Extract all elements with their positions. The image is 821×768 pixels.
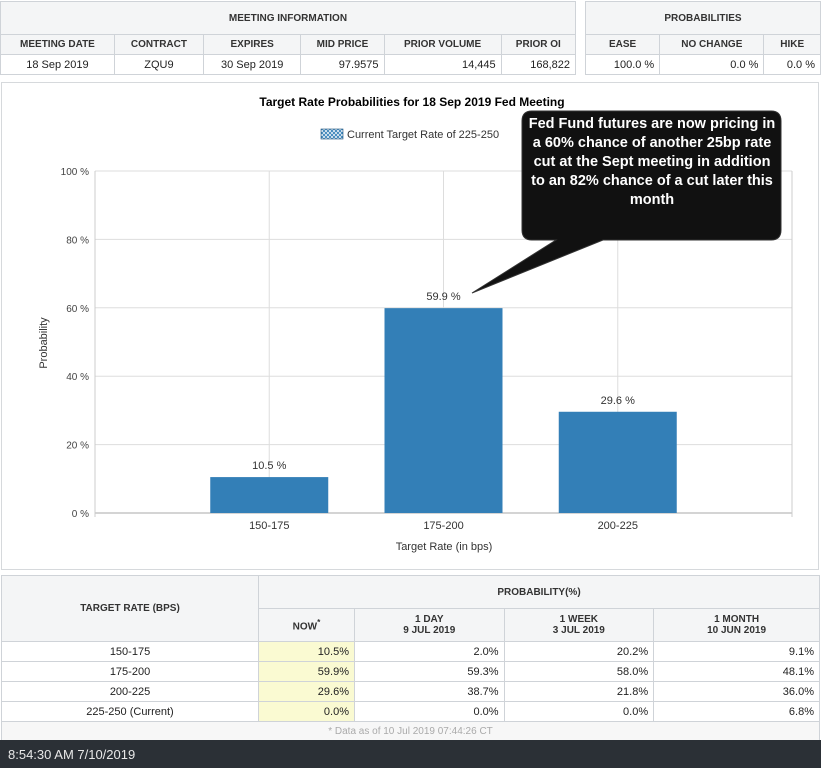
asterisk: * <box>317 617 321 628</box>
meeting-date: 18 Sep 2019 <box>0 54 115 75</box>
col-1-day: 1 DAY 9 JUL 2019 <box>354 608 505 642</box>
data-timestamp-footnote: * Data as of 10 Jul 2019 07:44:26 CT <box>1 721 820 742</box>
expires: 30 Sep 2019 <box>202 54 302 75</box>
y-tick-label: 100 % <box>61 167 89 178</box>
probability-cell: 9.1% <box>653 641 820 662</box>
meeting-info-title: MEETING INFORMATION <box>0 1 576 35</box>
target-rate-header: TARGET RATE (BPS) <box>1 575 259 642</box>
col-header: PRIOR OI <box>500 34 577 55</box>
probability-cell: 0.0% <box>258 701 355 722</box>
hike-value: 0.0 % <box>763 54 821 75</box>
col-header: EXPIRES <box>202 34 302 55</box>
data-label: 10.5 % <box>252 460 286 472</box>
probability-cell: 0.0% <box>503 701 655 722</box>
table-row: 200-225 29.6% 38.7% 21.8% 36.0% <box>1 681 820 702</box>
probability-cell: 29.6% <box>258 681 355 702</box>
probabilities-table: PROBABILITIES EASE NO CHANGE HIKE 100.0 … <box>584 1 821 75</box>
target-rate: 150-175 <box>1 641 259 662</box>
contract: ZQU9 <box>113 54 204 75</box>
data-label: 59.9 % <box>426 291 460 303</box>
col-date: 9 JUL 2019 <box>403 625 456 636</box>
meeting-information-table: MEETING INFORMATION MEETING DATE CONTRAC… <box>0 1 577 75</box>
col-now: NOW* <box>258 608 355 642</box>
col-date: 10 JUN 2019 <box>707 625 767 636</box>
x-tick-label: 175-200 <box>423 520 463 532</box>
x-tick-label: 200-225 <box>598 520 638 532</box>
table-row: 225-250 (Current) 0.0% 0.0% 0.0% 6.8% <box>1 701 820 722</box>
probability-cell: 36.0% <box>653 681 820 702</box>
col-date: 3 JUL 2019 <box>552 625 605 636</box>
table-row: 175-200 59.9% 59.3% 58.0% 48.1% <box>1 661 820 682</box>
chart-title: Target Rate Probabilities for 18 Sep 201… <box>259 95 564 109</box>
annotation-text: Fed Fund futures are now pricing in a 60… <box>528 116 776 208</box>
col-header: MEETING DATE <box>0 34 115 55</box>
annotation-callout: Fed Fund futures are now pricing in a 60… <box>471 110 782 294</box>
col-header: NO CHANGE <box>659 34 765 55</box>
y-tick-label: 0 % <box>72 509 89 520</box>
probability-cell: 59.9% <box>258 661 355 682</box>
bar-chart: Target Rate Probabilities for 18 Sep 201… <box>38 95 793 553</box>
probability-cell: 10.5% <box>258 641 355 662</box>
probability-cell: 48.1% <box>653 661 820 682</box>
legend-swatch[interactable] <box>320 128 344 140</box>
probability-cell: 20.2% <box>503 641 655 662</box>
target-rate: 175-200 <box>1 661 259 682</box>
bar-200-225[interactable] <box>558 411 677 513</box>
prior-volume: 14,445 <box>383 54 502 75</box>
probabilities-title: PROBABILITIES <box>585 1 821 35</box>
target-rate: 200-225 <box>1 681 259 702</box>
col-1-week: 1 WEEK 3 JUL 2019 <box>503 608 655 642</box>
x-tick-label: 150-175 <box>249 520 289 532</box>
probability-cell: 0.0% <box>354 701 505 722</box>
bar-150-175[interactable] <box>210 477 329 513</box>
col-now-label: NOW <box>292 621 318 633</box>
col-header: MID PRICE <box>300 34 385 55</box>
probability-group-header: PROBABILITY(%) <box>258 575 820 609</box>
table-row: 150-175 10.5% 2.0% 20.2% 9.1% <box>1 641 820 662</box>
legend-label[interactable]: Current Target Rate of 225-250 <box>347 129 499 141</box>
ease-value: 100.0 % <box>584 54 661 75</box>
col-header: HIKE <box>763 34 821 55</box>
y-tick-label: 60 % <box>66 304 89 315</box>
col-header: EASE <box>584 34 661 55</box>
no-change-value: 0.0 % <box>659 54 765 75</box>
y-tick-label: 80 % <box>66 235 89 246</box>
probability-cell: 59.3% <box>354 661 505 682</box>
bar-175-200[interactable] <box>384 308 503 513</box>
status-bar-time: 8:54:30 AM 7/10/2019 <box>0 740 821 768</box>
probability-cell: 2.0% <box>354 641 505 662</box>
col-label: 1 WEEK <box>559 614 599 625</box>
chart-panel: Target Rate Probabilities for 18 Sep 201… <box>1 82 819 570</box>
col-header: CONTRACT <box>113 34 204 55</box>
probability-cell: 58.0% <box>503 661 655 682</box>
mid-price: 97.9575 <box>300 54 385 75</box>
target-rate: 225-250 (Current) <box>1 701 259 722</box>
col-1-month: 1 MONTH 10 JUN 2019 <box>653 608 820 642</box>
y-tick-label: 20 % <box>66 441 89 452</box>
prior-oi: 168,822 <box>500 54 577 75</box>
probability-cell: 6.8% <box>653 701 820 722</box>
x-axis-label: Target Rate (in bps) <box>396 541 493 553</box>
data-label: 29.6 % <box>601 395 635 407</box>
y-axis-label: Probability <box>38 317 50 369</box>
col-header: PRIOR VOLUME <box>383 34 502 55</box>
target-rate-probability-table: TARGET RATE (BPS) PROBABILITY(%) NOW* 1 … <box>1 575 820 742</box>
col-label: 1 DAY <box>415 614 444 625</box>
y-tick-label: 40 % <box>66 372 89 383</box>
col-label: 1 MONTH <box>714 614 760 625</box>
probability-cell: 21.8% <box>503 681 655 702</box>
probability-cell: 38.7% <box>354 681 505 702</box>
